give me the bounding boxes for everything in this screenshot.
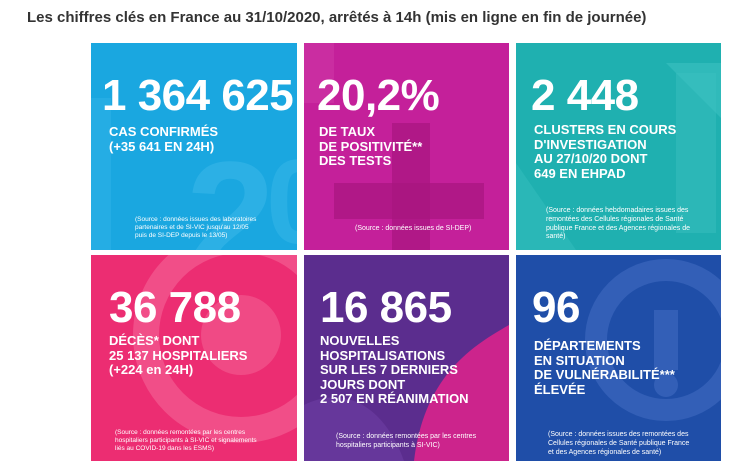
hospitalisations-value: 16 865 xyxy=(320,283,452,332)
tile-clusters: 2 448 CLUSTERS EN COURS D'INVESTIGATION … xyxy=(516,43,721,250)
departments-value: 96 xyxy=(532,283,580,332)
deaths-value: 36 788 xyxy=(109,283,241,332)
deaths-source: (Source : données remontées par les cent… xyxy=(115,429,257,453)
confirmed-cases-label: CAS CONFIRMÉS (+35 641 EN 24H) xyxy=(109,124,219,154)
departments-source: (Source : données issues des remontées d… xyxy=(548,431,690,456)
clusters-label: CLUSTERS EN COURS D'INVESTIGATION AU 27/… xyxy=(534,122,677,181)
positivity-rate-source: (Source : données issues de SI-DEP) xyxy=(355,225,472,232)
tile-hospitalisations: 16 865 NOUVELLES HOSPITALISATIONS SUR LE… xyxy=(304,255,509,461)
tile-positivity-rate: 20,2% DE TAUX DE POSITIVITÉ** DES TESTS … xyxy=(304,43,509,250)
clusters-value: 2 448 xyxy=(531,71,639,120)
deaths-label: DÉCÈS* DONT 25 137 HOSPITALIERS (+224 en… xyxy=(109,333,248,378)
tile-departments: 96 DÉPARTEMENTS EN SITUATION DE VULNÉRAB… xyxy=(516,255,721,461)
positivity-rate-value: 20,2% xyxy=(317,71,440,120)
hospitalisations-label: NOUVELLES HOSPITALISATIONS SUR LES 7 DER… xyxy=(320,333,469,407)
page-heading: Les chiffres clés en France au 31/10/202… xyxy=(27,9,647,26)
clusters-source: (Source : données hebdomadaires issues d… xyxy=(546,207,690,241)
departments-label: DÉPARTEMENTS EN SITUATION DE VULNÉRABILI… xyxy=(534,338,675,397)
hospitalisations-source: (Source : données remontées par les cent… xyxy=(336,433,477,449)
tile-deaths: 36 788 DÉCÈS* DONT 25 137 HOSPITALIERS (… xyxy=(91,255,297,461)
svg-text:0: 0 xyxy=(266,135,297,250)
confirmed-cases-value: 1 364 625 xyxy=(102,71,294,120)
tile-confirmed-cases: 2 0 1 364 625 CAS CONFIRMÉS (+35 641 EN … xyxy=(91,43,297,250)
confirmed-cases-source: (Source : données issues des laboratoire… xyxy=(135,216,257,240)
positivity-rate-label: DE TAUX DE POSITIVITÉ** DES TESTS xyxy=(319,124,423,169)
